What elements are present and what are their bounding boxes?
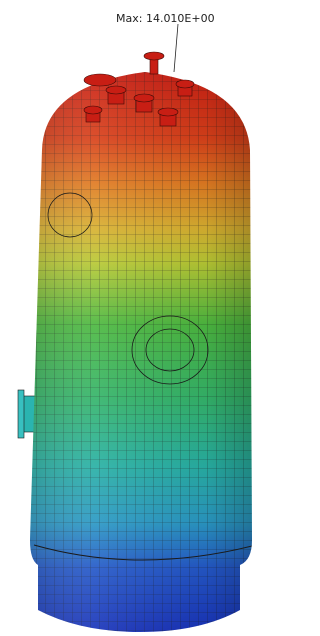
nozzle-flange (18, 390, 24, 438)
leader-line (174, 24, 178, 72)
max-annotation: Max: 14.010E+00 (116, 12, 215, 25)
page: Max: 14.010E+00 (() => { const data = JS… (0, 0, 274, 636)
fea-render: Max: 14.010E+00 (0, 0, 274, 636)
vessel (0, 70, 274, 636)
